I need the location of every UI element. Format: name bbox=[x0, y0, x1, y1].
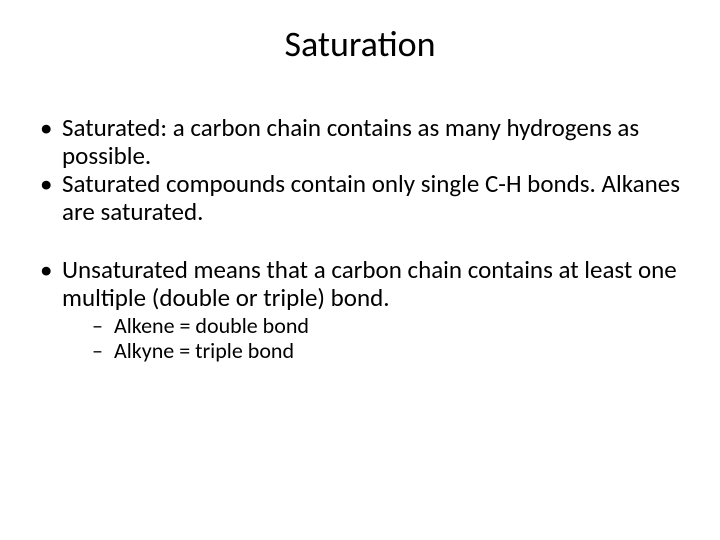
bullet-item: Saturated: a carbon chain contains as ma… bbox=[36, 114, 684, 170]
bullet-item: Saturated compounds contain only single … bbox=[36, 170, 684, 226]
bullet-text: Saturated: a carbon chain contains as ma… bbox=[62, 112, 639, 171]
sub-bullet-item: Alkene = double bond bbox=[92, 314, 684, 339]
sub-bullet-text: Alkene = double bond bbox=[114, 312, 309, 339]
bullet-list: Unsaturated means that a carbon chain co… bbox=[36, 256, 684, 363]
slide-body: Saturated: a carbon chain contains as ma… bbox=[36, 114, 684, 363]
bullet-item: Unsaturated means that a carbon chain co… bbox=[36, 256, 684, 363]
spacer bbox=[36, 226, 684, 256]
sub-bullet-list: Alkene = double bond Alkyne = triple bon… bbox=[62, 314, 684, 363]
sub-bullet-item: Alkyne = triple bond bbox=[92, 339, 684, 364]
sub-bullet-text: Alkyne = triple bond bbox=[114, 337, 294, 364]
bullet-list: Saturated: a carbon chain contains as ma… bbox=[36, 114, 684, 226]
bullet-text: Saturated compounds contain only single … bbox=[62, 168, 680, 227]
bullet-text: Unsaturated means that a carbon chain co… bbox=[62, 254, 677, 313]
slide-title: Saturation bbox=[36, 22, 684, 66]
slide: Saturation Saturated: a carbon chain con… bbox=[0, 0, 720, 540]
